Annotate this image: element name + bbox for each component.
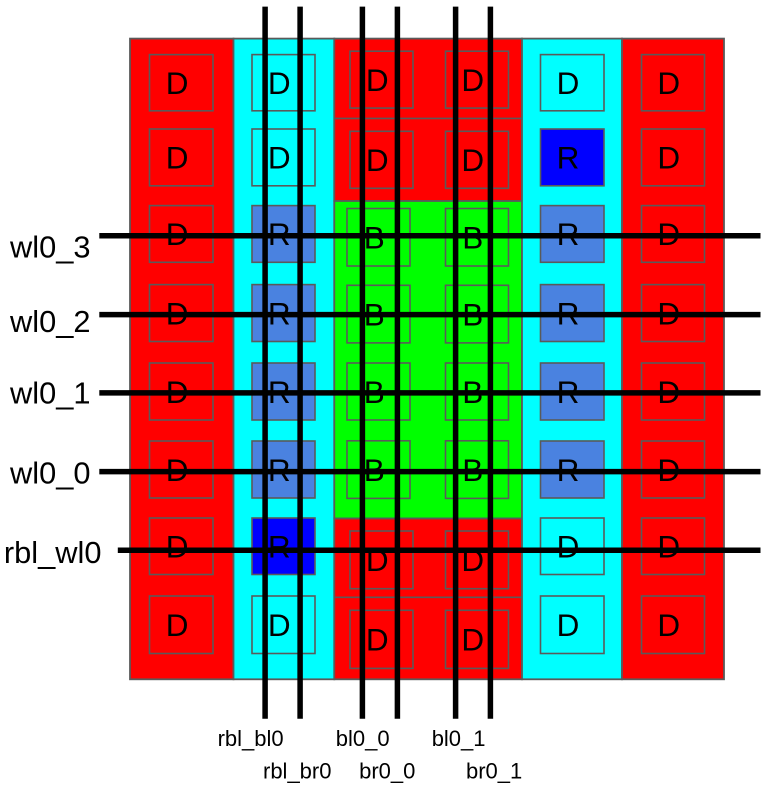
svg-text:D: D (166, 140, 189, 176)
svg-text:bl0_1: bl0_1 (432, 726, 486, 751)
svg-text:rbl_br0: rbl_br0 (263, 758, 331, 783)
svg-text:D: D (366, 142, 389, 178)
svg-text:D: D (657, 607, 680, 643)
svg-text:rbl_wl0: rbl_wl0 (4, 535, 102, 570)
svg-text:D: D (657, 65, 680, 101)
svg-text:D: D (166, 607, 189, 643)
svg-text:D: D (657, 140, 680, 176)
svg-text:D: D (166, 529, 189, 565)
svg-text:wl0_0: wl0_0 (9, 456, 90, 491)
svg-text:wl0_3: wl0_3 (9, 230, 90, 265)
svg-text:D: D (461, 542, 484, 578)
svg-text:D: D (366, 622, 389, 658)
svg-text:D: D (366, 62, 389, 98)
svg-text:D: D (557, 529, 580, 565)
svg-text:R: R (557, 140, 580, 176)
svg-text:D: D (461, 622, 484, 658)
svg-text:D: D (268, 607, 291, 643)
svg-text:br0_1: br0_1 (466, 758, 522, 783)
svg-text:br0_0: br0_0 (359, 758, 415, 783)
svg-text:D: D (657, 529, 680, 565)
svg-text:D: D (461, 62, 484, 98)
svg-text:D: D (166, 65, 189, 101)
svg-text:wl0_1: wl0_1 (9, 376, 90, 411)
svg-text:D: D (557, 607, 580, 643)
svg-text:rbl_bl0: rbl_bl0 (218, 726, 284, 751)
svg-text:R: R (268, 529, 291, 565)
svg-text:D: D (366, 542, 389, 578)
svg-text:bl0_0: bl0_0 (336, 726, 390, 751)
svg-text:D: D (461, 142, 484, 178)
svg-text:wl0_2: wl0_2 (9, 304, 90, 339)
svg-text:D: D (268, 140, 291, 176)
svg-text:D: D (268, 65, 291, 101)
svg-text:D: D (557, 65, 580, 101)
